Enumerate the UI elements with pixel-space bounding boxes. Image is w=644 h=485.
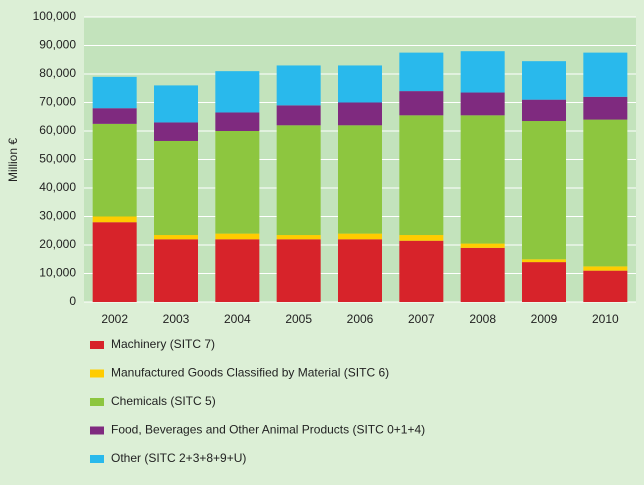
bar-segment bbox=[338, 102, 382, 126]
y-tick-label: 70,000 bbox=[39, 95, 76, 109]
bar-segment bbox=[583, 96, 628, 120]
bar-segment bbox=[522, 262, 566, 302]
x-tick-label: 2004 bbox=[224, 312, 251, 326]
bar-segment bbox=[522, 61, 566, 100]
legend-swatch bbox=[90, 455, 104, 463]
bar-segment bbox=[399, 235, 444, 241]
bar-segment bbox=[338, 65, 382, 103]
x-tick-label: 2002 bbox=[101, 312, 128, 326]
bar-segment bbox=[276, 239, 321, 302]
x-tick-label: 2010 bbox=[592, 312, 619, 326]
legend-label: Manufactured Goods Classified by Materia… bbox=[111, 366, 389, 380]
bar-segment bbox=[399, 52, 444, 92]
bar-segment bbox=[583, 266, 628, 271]
y-axis-label: Million € bbox=[6, 138, 20, 182]
bar-segment bbox=[92, 216, 137, 223]
bar-segment bbox=[338, 125, 382, 234]
y-tick-label: 40,000 bbox=[39, 180, 76, 194]
legend-label: Chemicals (SITC 5) bbox=[111, 394, 216, 408]
bar-segment bbox=[92, 76, 137, 109]
y-tick-label: 50,000 bbox=[39, 152, 76, 166]
y-tick-label: 30,000 bbox=[39, 209, 76, 223]
x-tick-label: 2005 bbox=[285, 312, 312, 326]
y-tick-label: 100,000 bbox=[33, 9, 77, 23]
bar-segment bbox=[583, 270, 628, 302]
bar-segment bbox=[154, 122, 198, 141]
bar-segment bbox=[215, 112, 260, 131]
x-tick-label: 2003 bbox=[163, 312, 190, 326]
y-tick-label: 90,000 bbox=[39, 38, 76, 52]
bar-segment bbox=[154, 85, 198, 123]
bar-segment bbox=[154, 140, 198, 236]
bar-segment bbox=[276, 105, 321, 126]
bar-segment bbox=[215, 71, 260, 113]
x-tick-label: 2007 bbox=[408, 312, 435, 326]
bar-segment bbox=[154, 239, 198, 302]
bar-segment bbox=[215, 233, 260, 240]
bar-segment bbox=[92, 123, 137, 217]
legend-label: Other (SITC 2+3+8+9+U) bbox=[111, 451, 246, 465]
legend-label: Food, Beverages and Other Animal Product… bbox=[111, 423, 425, 437]
bar-segment bbox=[460, 247, 505, 302]
bar-segment bbox=[399, 91, 444, 116]
bar-segment bbox=[522, 99, 566, 122]
y-tick-label: 80,000 bbox=[39, 66, 76, 80]
legend-label: Machinery (SITC 7) bbox=[111, 337, 215, 351]
y-tick-label: 0 bbox=[69, 294, 76, 308]
x-tick-label: 2008 bbox=[469, 312, 496, 326]
bar-segment bbox=[583, 52, 628, 97]
bar-segment bbox=[276, 235, 321, 240]
bar-segment bbox=[276, 65, 321, 106]
bar-segment bbox=[583, 119, 628, 267]
bar-segment bbox=[92, 222, 137, 302]
legend-swatch bbox=[90, 398, 104, 406]
bar-segment bbox=[276, 125, 321, 236]
bar-segment bbox=[460, 92, 505, 116]
bar-segment bbox=[460, 51, 505, 93]
bar-segment bbox=[215, 131, 260, 234]
x-tick-label: 2006 bbox=[347, 312, 374, 326]
bar-segment bbox=[399, 115, 444, 236]
y-tick-label: 20,000 bbox=[39, 237, 76, 251]
bar-segment bbox=[215, 239, 260, 302]
bar-segment bbox=[460, 243, 505, 248]
bar-segment bbox=[399, 240, 444, 302]
bar-segment bbox=[460, 115, 505, 244]
bar-segment bbox=[92, 108, 137, 124]
legend-swatch bbox=[90, 426, 104, 435]
bar-segment bbox=[522, 259, 566, 263]
x-tick-label: 2009 bbox=[531, 312, 558, 326]
bar-segment bbox=[338, 233, 382, 240]
bar-segment bbox=[154, 235, 198, 240]
y-tick-label: 60,000 bbox=[39, 123, 76, 137]
legend-swatch bbox=[90, 341, 104, 349]
legend-swatch bbox=[90, 369, 104, 378]
bar-segment bbox=[338, 239, 382, 302]
bar-segment bbox=[522, 121, 566, 260]
y-tick-label: 10,000 bbox=[39, 266, 76, 280]
